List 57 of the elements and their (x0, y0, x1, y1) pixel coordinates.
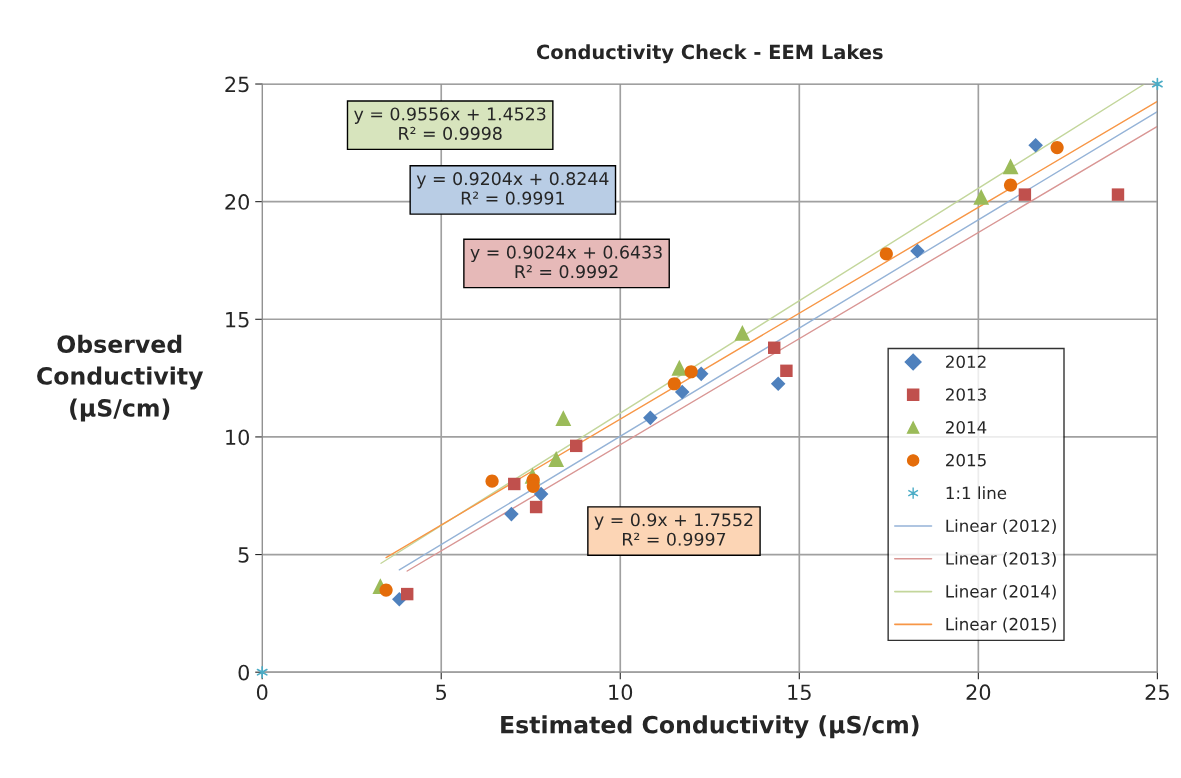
point (400, 587, 414, 601)
y-axis-title: Observed Conductivity (µS/cm) (37, 334, 204, 422)
x-tick-label: 15 (788, 684, 811, 701)
point (671, 359, 688, 376)
annotation: y = 0.9204x + 0.8244 R² = 0.9991 (416, 172, 609, 205)
x-tick-label: 25 (1145, 684, 1169, 701)
point (780, 364, 793, 378)
y-tick-label: 20 (225, 194, 249, 210)
point (256, 665, 268, 679)
y-tick-label: 5 (238, 547, 249, 563)
y-tick-label: 25 (225, 76, 249, 93)
chart-title: Conductivity Check - EEM Lakes (536, 44, 883, 64)
legend-label: Linear (2012) (946, 519, 1056, 535)
legend-label: Linear (2015) (946, 617, 1056, 633)
point (684, 365, 698, 379)
annotation: y = 0.9556x + 1.4523 R² = 0.9998 (354, 107, 546, 140)
point (879, 247, 893, 261)
point (379, 583, 393, 597)
x-tick-label: 5 (436, 684, 447, 701)
legend-label: 2014 (946, 421, 987, 434)
annotation: y = 0.9024x + 0.6433 R² = 0.9992 (470, 245, 662, 279)
point (1002, 158, 1019, 175)
point (1028, 137, 1043, 153)
point (1018, 188, 1032, 201)
legend-label: Linear (2013) (946, 551, 1056, 567)
point (533, 486, 549, 502)
point (485, 474, 499, 488)
point (570, 439, 583, 453)
point (643, 410, 658, 426)
point (674, 384, 690, 400)
legend-label: 2015 (946, 453, 986, 467)
point (768, 341, 781, 354)
point (555, 410, 572, 427)
y-tick-label: 15 (226, 312, 249, 328)
point (1003, 178, 1018, 192)
point (770, 376, 786, 392)
legend-label: Linear (2014) (946, 584, 1056, 600)
legend-label: 2012 (946, 355, 986, 369)
point (1050, 140, 1064, 155)
annotation: y = 0.9x + 1.7552 R² = 0.9997 (594, 513, 753, 546)
point (504, 506, 519, 522)
y-tick-label: 0 (238, 664, 249, 681)
x-tick-label: 10 (609, 684, 633, 701)
legend-label: 2013 (946, 388, 986, 401)
point (910, 243, 925, 259)
point (973, 189, 990, 205)
x-tick-label: 0 (256, 684, 268, 701)
y-tick-label: 10 (226, 429, 249, 446)
point (667, 377, 681, 391)
point (734, 325, 751, 341)
legend-label: 1:1 line (946, 486, 1007, 500)
point (1111, 188, 1125, 201)
point (529, 500, 543, 514)
point (508, 477, 521, 491)
point (548, 451, 565, 467)
x-axis-title: Estimated Conductivity (µS/cm) (501, 715, 919, 739)
x-tick-label: 20 (966, 684, 991, 701)
